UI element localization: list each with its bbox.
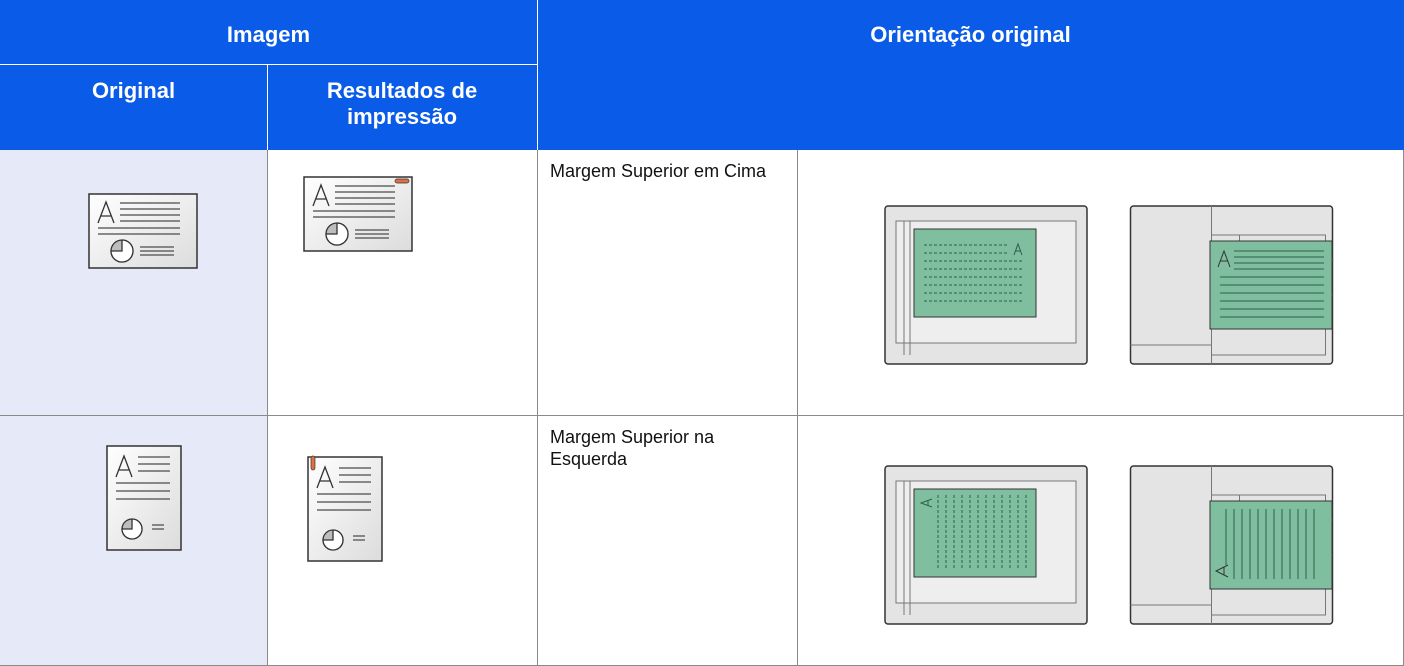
header-print-results: Resultados de impressão bbox=[297, 78, 507, 130]
grid-line bbox=[0, 415, 1404, 416]
grid-line bbox=[797, 150, 798, 666]
header-original: Original bbox=[0, 78, 267, 104]
grid-line bbox=[537, 150, 538, 666]
platen-icon bbox=[884, 465, 1088, 625]
orientation-label: Margem Superior na Esquerda bbox=[550, 427, 715, 469]
header-orientation: Orientação original bbox=[537, 22, 1404, 48]
orientation-label: Margem Superior em Cima bbox=[550, 161, 767, 181]
original-icon bbox=[88, 193, 198, 269]
header-divider bbox=[537, 0, 538, 150]
platen-icon bbox=[884, 205, 1088, 365]
header-divider bbox=[0, 64, 537, 65]
header-image: Imagem bbox=[0, 22, 537, 48]
feeder-icon bbox=[1128, 465, 1335, 625]
result-icon bbox=[307, 455, 383, 562]
original-icon bbox=[106, 445, 182, 551]
feeder-icon bbox=[1128, 205, 1335, 365]
result-icon bbox=[303, 176, 413, 252]
grid-line bbox=[267, 150, 268, 666]
header-divider bbox=[267, 65, 268, 150]
